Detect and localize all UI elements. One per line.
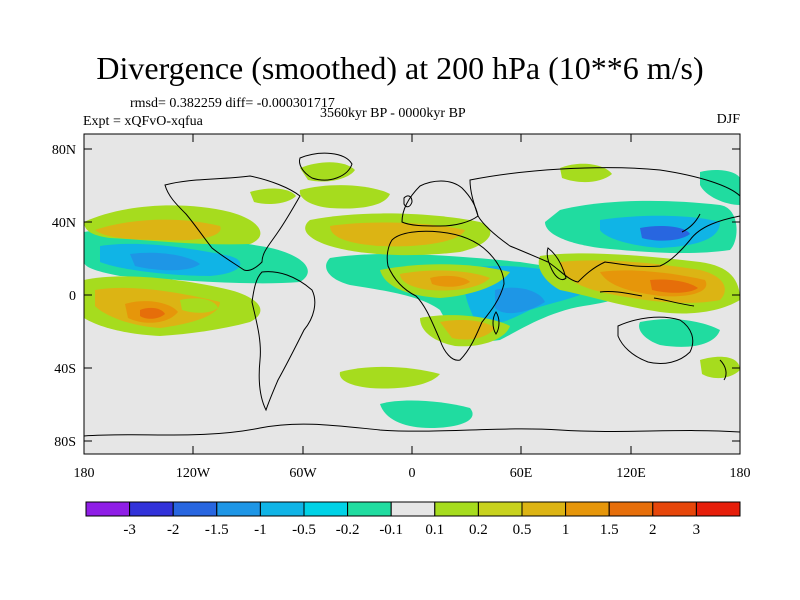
- lon-label: 60E: [510, 466, 533, 481]
- colorbar-label: 3: [693, 522, 701, 538]
- field-region: [700, 356, 740, 379]
- lon-tick-labels: 180 120W 60W 0 60E 120E 180: [74, 466, 751, 481]
- colorbar-swatch: [565, 501, 610, 517]
- lat-tick-marks: [84, 148, 740, 442]
- field-region: [495, 287, 545, 314]
- field-region: [339, 366, 440, 389]
- colorbar-swatch: [129, 501, 174, 517]
- colorbar-swatch: [303, 501, 349, 517]
- stats-line: rmsd= 0.382259 diff= -0.000301717: [130, 96, 335, 111]
- coast-japan: [681, 213, 701, 233]
- lon-label: 60W: [289, 466, 317, 481]
- colorbar-swatch: [521, 501, 567, 517]
- field-region: [700, 170, 740, 205]
- lon-label: 120E: [616, 466, 646, 481]
- lon-tick-marks: [83, 134, 741, 454]
- lon-label: 120W: [176, 466, 211, 481]
- colorbar-swatch: [216, 501, 261, 517]
- colorbar-label: -1: [254, 522, 267, 538]
- lat-label: 80N: [52, 143, 76, 158]
- coast-madagascar: [492, 311, 500, 335]
- coast-south-america: [251, 271, 316, 412]
- colorbar-label: -0.2: [336, 522, 360, 538]
- coast-india: [546, 247, 567, 281]
- colorbar-label: 1.5: [600, 522, 619, 538]
- coast-africa: [386, 230, 505, 361]
- lat-label: 40S: [54, 362, 76, 377]
- field-region: [640, 226, 690, 241]
- season-label: DJF: [716, 112, 740, 127]
- colorbar-swatch: [477, 501, 523, 517]
- coast-antarctica: [84, 423, 740, 437]
- colorbar-label: -1.5: [205, 522, 229, 538]
- coast-new-zealand: [719, 359, 727, 381]
- field-region: [250, 188, 296, 204]
- colorbar-swatch: [172, 501, 218, 517]
- colorbar-label: -0.1: [379, 522, 403, 538]
- colorbar-label: -2: [167, 522, 180, 538]
- coast-australia: [617, 316, 694, 365]
- field-region: [140, 307, 165, 319]
- experiment-line: Expt = xQFvO-xqfua: [83, 114, 203, 129]
- coast-asia: [469, 167, 740, 283]
- colorbar-label: -0.5: [292, 522, 316, 538]
- colorbar-swatch: [347, 501, 392, 517]
- lat-label: 80S: [54, 435, 76, 450]
- colorbar-swatch: [390, 501, 436, 517]
- colorbar-swatch: [259, 501, 305, 517]
- field-region: [639, 319, 720, 347]
- period-line: 3560kyr BP - 0000kyr BP: [320, 106, 466, 121]
- colorbar-label: 2: [649, 522, 657, 538]
- field-region: [95, 219, 221, 241]
- lon-label: 180: [730, 466, 751, 481]
- field-region: [330, 222, 465, 247]
- field-region: [130, 252, 200, 271]
- colorbar-swatch: [85, 501, 131, 517]
- colorbar: -3 -2 -1.5 -1 -0.5 -0.2 -0.1 0.1 0.2 0.5 1 1.5 2 3: [85, 501, 741, 538]
- colorbar-swatch: [695, 501, 741, 517]
- colorbar-swatch: [652, 501, 697, 517]
- coast-europe: [401, 180, 479, 227]
- colorbar-label: 1: [562, 522, 570, 538]
- lon-label: 0: [409, 466, 416, 481]
- colorbar-swatch: [434, 501, 479, 517]
- colorbar-label: -3: [123, 522, 136, 538]
- lat-tick-labels: 80N 40N 0 40S 80S: [52, 143, 76, 450]
- lat-label: 40N: [52, 216, 76, 231]
- colorbar-label: 0.1: [425, 522, 444, 538]
- colorbar-swatch: [608, 501, 654, 517]
- field-region: [380, 400, 473, 428]
- field-region: [180, 298, 218, 313]
- map-title: Divergence (smoothed) at 200 hPa (10**6 …: [96, 50, 704, 86]
- coast-uk: [403, 195, 413, 208]
- field-region: [650, 279, 698, 293]
- field-region: [300, 162, 355, 182]
- coast-indonesia: [599, 291, 695, 307]
- colorbar-label: 0.5: [513, 522, 532, 538]
- lon-label: 180: [74, 466, 95, 481]
- field-region: [430, 275, 470, 287]
- lat-label: 0: [69, 289, 76, 304]
- colorbar-label: 0.2: [469, 522, 488, 538]
- coast-north-america: [164, 175, 301, 271]
- coastlines: [84, 152, 740, 437]
- field-region: [299, 185, 390, 209]
- coast-greenland: [299, 152, 353, 181]
